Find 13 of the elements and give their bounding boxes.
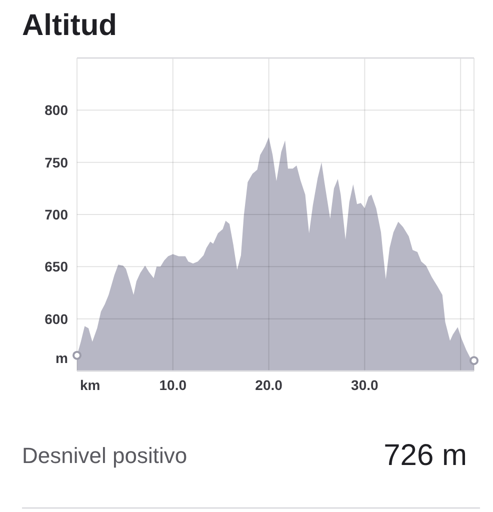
y-tick-label: 750 bbox=[44, 154, 68, 170]
y-tick-label: 700 bbox=[44, 206, 68, 222]
y-axis-title: m bbox=[56, 350, 68, 366]
text: Desnivel positivo bbox=[22, 443, 188, 468]
x-tick-label: 30.0 bbox=[351, 377, 379, 393]
x-axis-title: km bbox=[80, 377, 100, 393]
chart-title: Altitud bbox=[22, 9, 117, 42]
y-tick-label: 650 bbox=[44, 258, 68, 275]
text: 726 m bbox=[384, 439, 467, 472]
x-tick-label: 10.0 bbox=[159, 377, 187, 393]
y-tick-label: 800 bbox=[44, 102, 68, 118]
y-tick-label: 600 bbox=[44, 310, 68, 327]
x-tick-label: 20.0 bbox=[255, 377, 283, 393]
